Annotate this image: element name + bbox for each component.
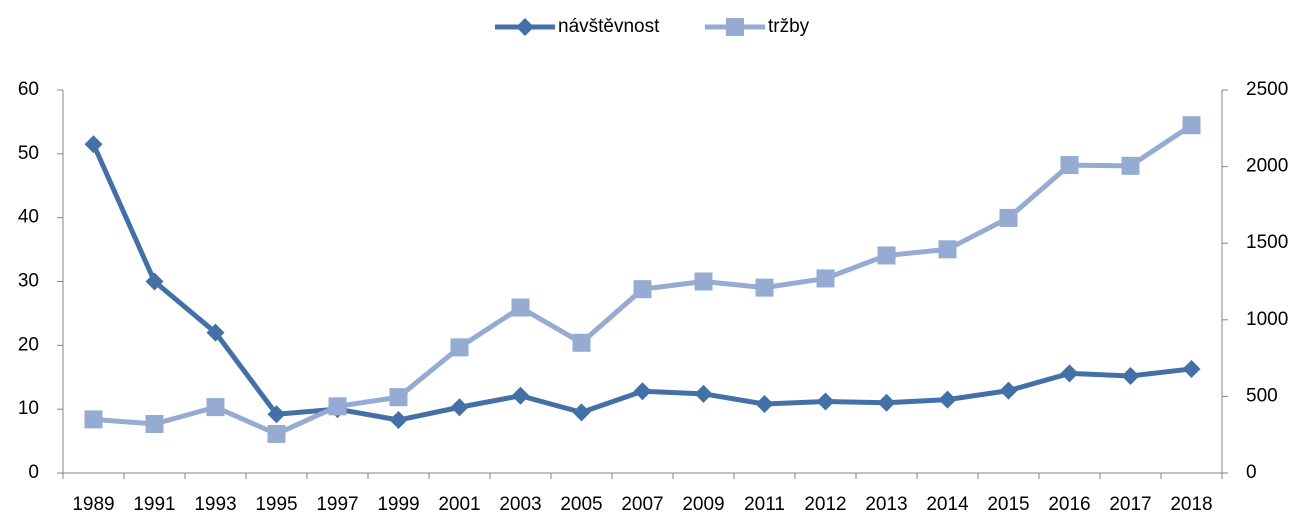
data-point [389,411,408,430]
data-point [877,393,896,412]
x-tick-label: 2003 [499,494,541,515]
data-point [938,240,957,259]
data-point [450,338,469,357]
data-point [816,392,835,411]
x-tick-label: 2009 [682,494,724,515]
x-tick-label: 2012 [804,494,846,515]
x-tick-label: 1997 [316,494,358,515]
data-point [206,398,225,417]
data-point [633,280,652,299]
legend-marker [726,18,744,36]
data-point [755,395,774,414]
y-tick-label: 40 [18,207,39,228]
data-point [511,298,530,317]
x-tick-label: 1995 [255,494,297,515]
data-point [694,384,713,403]
data-point [1182,116,1201,135]
data-point [1121,156,1140,175]
data-point [450,398,469,417]
data-point [145,414,164,433]
data-point [1060,156,1079,175]
y-tick-label: 30 [18,271,39,292]
x-tick-label: 2001 [438,494,480,515]
x-tick-label: 2011 [744,494,785,515]
y2-tick-label: 2000 [1246,156,1288,177]
y-tick-label: 0 [28,462,39,483]
data-point [633,382,652,401]
x-tick-label: 2005 [560,494,602,515]
x-tick-label: 1989 [72,494,114,515]
data-point [999,208,1018,227]
y2-tick-label: 1500 [1246,232,1288,253]
y2-tick-label: 1000 [1246,309,1288,330]
x-tick-label: 2018 [1170,494,1212,515]
y-tick-label: 20 [18,334,39,355]
data-point [999,381,1018,400]
x-tick-label: 2013 [865,494,907,515]
data-point [877,246,896,265]
x-tick-label: 1991 [133,494,175,515]
data-point [755,278,774,297]
data-point [389,388,408,407]
data-point [572,403,591,422]
data-point [1121,366,1140,385]
y2-tick-label: 0 [1246,462,1257,483]
x-tick-label: 2017 [1109,494,1151,515]
data-point [84,135,103,154]
data-point [816,269,835,288]
x-tick-label: 2015 [987,494,1029,515]
y2-tick-label: 500 [1246,385,1278,406]
data-point [1060,364,1079,383]
data-point [694,272,713,291]
y-tick-label: 10 [18,398,39,419]
x-tick-label: 2014 [926,494,969,515]
y-tick-label: 60 [18,79,39,100]
data-point [145,272,164,291]
data-point [328,397,347,416]
x-tick-label: 1993 [194,494,236,515]
data-point [938,390,957,409]
y-tick-label: 50 [18,143,39,164]
x-tick-label: 2007 [621,494,663,515]
data-point [1182,359,1201,378]
data-point [84,410,103,429]
legend-label: tržby [768,16,810,37]
x-tick-label: 1999 [377,494,419,515]
legend-label: návštěvnost [558,16,660,37]
data-point [511,386,530,405]
data-point [206,323,225,342]
data-point [267,424,286,443]
legend-marker [516,18,534,36]
data-point [267,405,286,424]
y2-tick-label: 2500 [1246,79,1288,100]
x-tick-label: 2016 [1048,494,1090,515]
data-point [572,333,591,352]
